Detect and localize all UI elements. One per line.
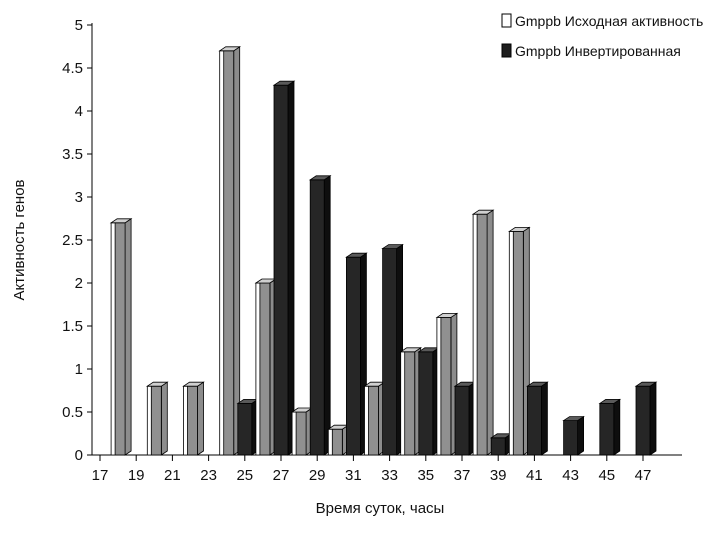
y-tick-label: 4.5 [62,60,83,77]
bar-original [145,381,169,456]
bar-inverted [634,381,658,456]
bar-inverted [417,347,441,456]
x-tick-label: 19 [128,467,145,484]
x-tick-label: 37 [454,467,471,484]
y-tick-label: 1.5 [62,318,83,335]
legend-label-original: Gmppb Исходная активность [515,13,703,29]
legend-label-inverted: Gmppb Инвертированная [515,43,681,59]
bar-inverted [453,381,477,456]
x-tick-label: 27 [273,467,290,484]
x-tick-label: 21 [164,467,181,484]
legend-swatch-inverted [501,43,512,58]
legend: Gmppb Исходная активность Gmppb Инвертир… [501,13,703,59]
bar-inverted [598,398,622,456]
bar-original [435,312,459,456]
x-tick-label: 31 [345,467,362,484]
bar-inverted [562,415,585,456]
bar-original [290,407,314,456]
x-tick-label: 29 [309,467,326,484]
bar-inverted [489,433,513,456]
x-tick-label: 41 [526,467,543,484]
x-tick-label: 17 [92,467,109,484]
bar-original [507,226,531,456]
x-tick-label: 35 [417,467,434,484]
bar-original [326,424,350,456]
bar-original [109,218,133,456]
tick-labels: 0 0.5 1 1.5 2 2.5 3 3.5 4 4.5 5 17 19 21 23 25 27 29 31 33 3… [62,17,651,484]
bar-original [363,381,386,456]
y-tick-label: 3.5 [62,146,83,163]
bar-inverted [381,243,404,456]
x-tick-label: 25 [236,467,253,484]
bar-original [254,278,278,456]
bar-inverted [308,175,332,456]
legend-swatch-original [501,13,512,28]
y-tick-label: 2 [75,275,83,292]
x-tick-label: 45 [598,467,615,484]
bar-inverted [272,80,296,456]
bar-inverted [526,381,549,456]
bar-inverted [236,398,260,456]
x-tick-label: 23 [200,467,217,484]
y-axis-title: Активность генов [11,179,28,300]
y-tick-label: 5 [75,17,83,34]
x-tick-label: 33 [381,467,398,484]
x-tick-label: 39 [490,467,507,484]
bar-original [471,209,495,456]
y-tick-label: 1 [75,361,83,378]
x-axis-title: Время суток, часы [316,500,445,517]
y-tick-label: 0.5 [62,404,83,421]
bar-original [218,46,242,456]
bars [109,46,658,456]
x-tick-label: 43 [562,467,579,484]
y-tick-label: 2.5 [62,232,83,249]
y-tick-label: 3 [75,189,83,206]
x-tick-label: 47 [635,467,652,484]
y-tick-label: 4 [75,103,83,120]
bar-original [399,347,423,456]
bar-original [182,381,205,456]
y-tick-label: 0 [75,447,83,464]
bar-inverted [345,252,368,456]
